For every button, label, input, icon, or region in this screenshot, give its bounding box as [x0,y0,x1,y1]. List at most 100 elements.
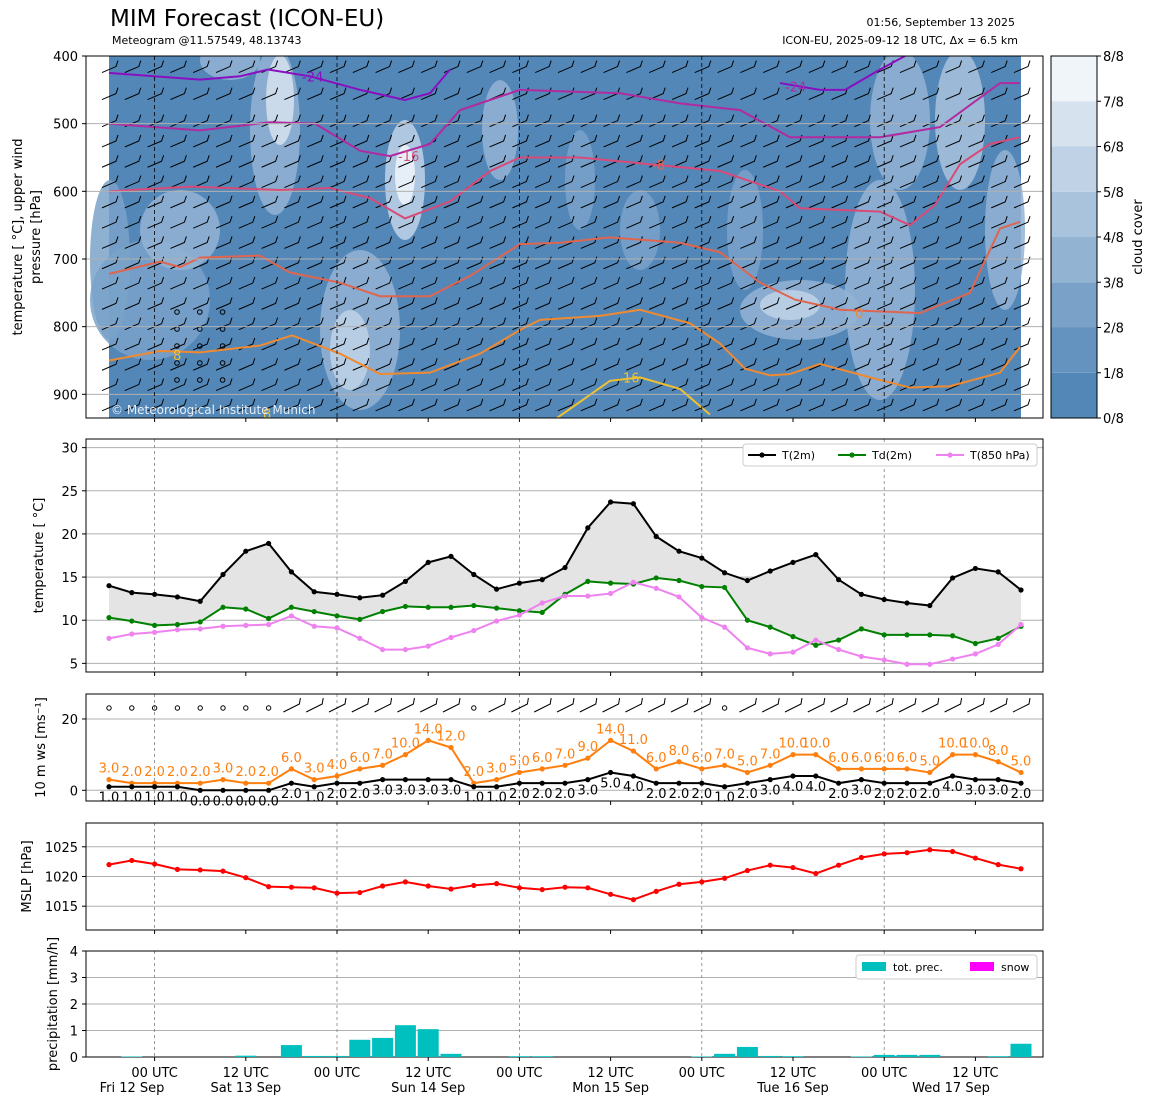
wind-barb [215,216,233,229]
precip-bar [987,1056,1009,1057]
td2m-point [744,617,751,623]
wind-barb [421,216,438,229]
wind-barb [351,697,370,713]
isotherm-label: -24 [302,70,323,85]
wind-barb [1013,276,1031,290]
mslp-point [699,879,705,885]
wind-barb [261,195,279,209]
mslp-point [950,848,956,855]
wind-barb [193,155,210,168]
mean-wind-point [402,777,408,783]
wind-barb [352,398,370,412]
wind-barb [398,195,415,209]
wind-barb [147,276,165,290]
t2m-point [357,595,363,601]
wind-barb [443,87,461,101]
wind-barb [671,317,689,331]
calm-circle [151,705,158,711]
wind-barb [1013,378,1031,392]
td2m-point [699,583,705,590]
wind-barb [466,236,484,249]
wind-barb [124,60,142,73]
t2m-point [744,577,751,584]
wind-barb [421,398,438,412]
wind-barb [877,195,894,209]
wind-barb [283,697,301,713]
mean-wind-point [972,777,979,783]
colorbar-tick-label: 4/8 [1103,231,1124,246]
wind-barb [147,317,165,331]
td2m-point [858,626,865,632]
wind-barb [489,276,507,290]
t850-point [858,653,865,660]
wind-barb [968,297,985,310]
wind-barb [807,697,826,713]
precip-bar [508,1056,530,1057]
t2m-point [858,591,865,597]
wind-barb [945,216,963,229]
legend-label: Td(2m) [871,449,912,462]
wind-barb [968,155,985,168]
wind-barb [284,114,301,128]
wind-barb [580,114,598,128]
wind-barb [740,398,757,412]
x-date-label: Sun 14 Sep [391,1081,465,1096]
t2m-point [1018,587,1024,593]
wind-barb [489,378,507,392]
gust-data-label: 6.0 [532,751,553,766]
wind-barb [580,155,598,168]
wind-barb [421,175,438,189]
mslp-point [334,890,340,896]
wind-barb [921,697,940,713]
colorbar-tick-label: 8/8 [1103,50,1124,65]
copyright: © Meteorological Institute Munich [111,403,315,417]
gust-data-label: 10.0 [961,737,990,752]
wind-barb [489,297,507,310]
wind-barb [785,276,803,290]
wind-barb [421,358,438,371]
wind-barb [261,358,279,371]
y-tick-label: 1020 [45,871,78,886]
legend-label: tot. prec. [893,961,943,974]
cloud-patch [727,170,763,290]
wind-barb [603,195,621,209]
wind-barb [398,337,415,351]
wind-barb [101,378,119,392]
wind-barb [671,134,689,148]
cloud-patch [845,180,915,400]
gust-point [380,762,386,768]
wind-barb [284,195,301,209]
wind-barb [1013,175,1031,189]
wind-barb [968,236,985,249]
wind-barb [375,87,393,101]
cloud-patch [90,180,130,340]
wind-barb [124,155,142,168]
wind-barb [284,236,301,249]
precip-bar [280,1045,302,1057]
wind-barb [398,175,415,189]
gust-point [790,752,796,758]
t2m-point [539,577,545,583]
wind-barb [307,155,324,168]
wind-barb [877,297,894,310]
wind-barb [899,337,917,351]
td2m-point [995,635,1001,641]
wind-barb [442,697,461,713]
mean-wind-data-label: 0.0 [213,794,234,809]
t850-point [448,634,454,641]
gust-data-label: 4.0 [327,758,348,773]
wind-barb [512,60,529,73]
t850-point [950,656,956,662]
wind-barb [535,276,552,290]
t850-point [471,627,477,634]
gust-point [266,780,272,786]
wind-barb [284,134,301,148]
mean-wind-point [858,777,865,783]
isotherm-label: -24 [785,80,806,95]
gust-data-label: 8.0 [669,744,690,759]
gust-point [767,762,773,768]
mean-wind-point [790,773,796,779]
mean-wind-point [744,780,751,786]
wind-barb [284,155,301,168]
wind-barb [215,276,233,290]
